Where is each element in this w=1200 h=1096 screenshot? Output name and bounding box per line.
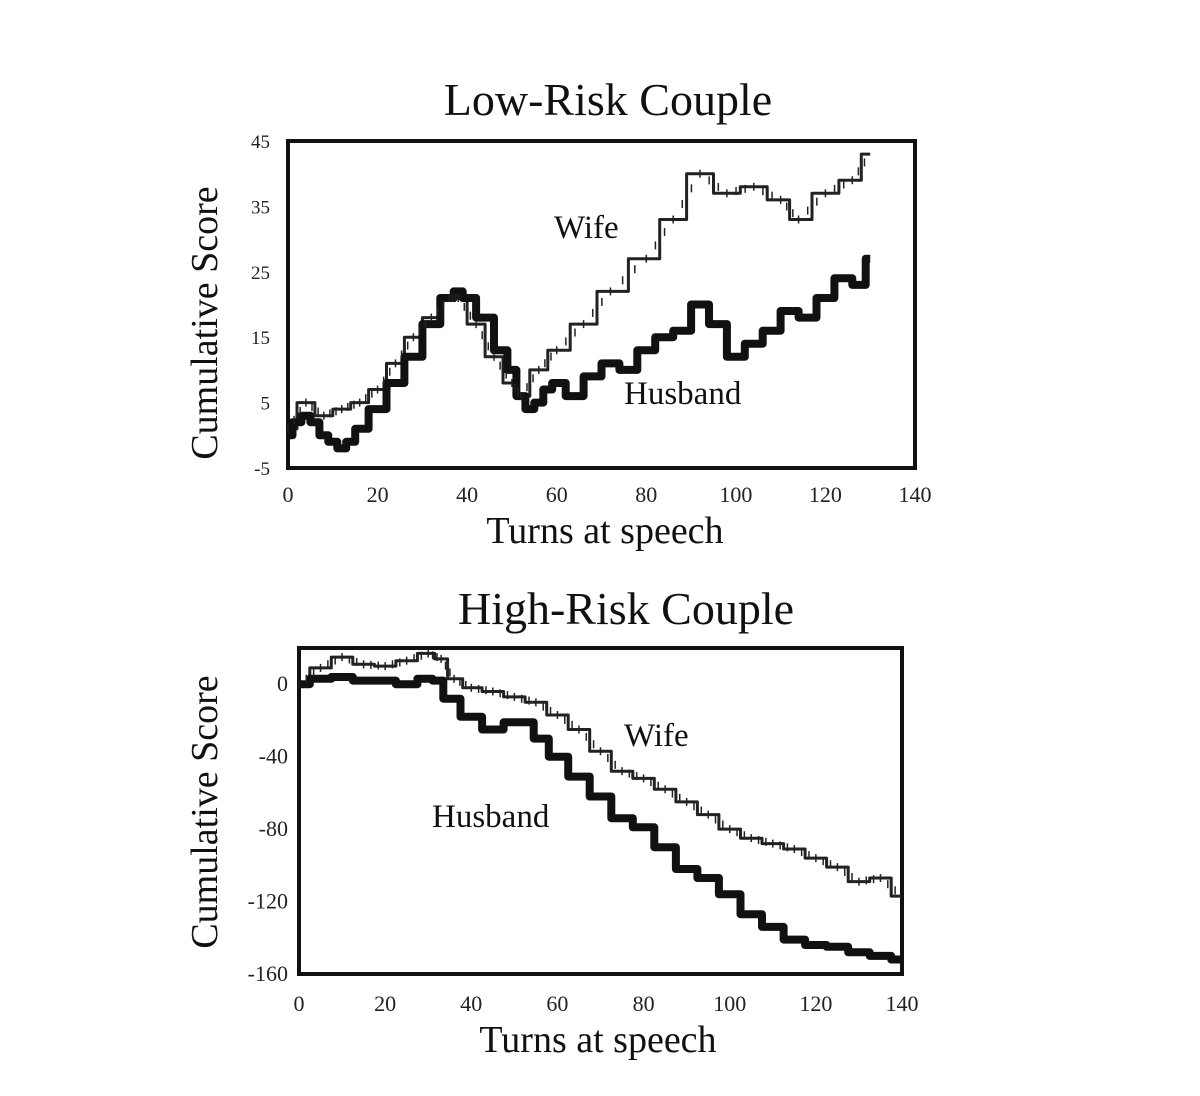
- y-tick-labels: 45 35 25 15 5 -5: [251, 132, 270, 480]
- wife-line-marks: [287, 158, 866, 433]
- x-axis-label: Turns at speech: [486, 510, 723, 552]
- chart-low-risk: Low-Risk Couple 0 20 40 60 80 100 120 14…: [184, 74, 932, 552]
- y-tick-label: 5: [261, 394, 271, 415]
- x-tick-label: 0: [294, 991, 305, 1016]
- y-tick-label: -80: [259, 816, 288, 841]
- y-axis-label: Cumulative Score: [184, 675, 226, 948]
- x-tick-label: 120: [799, 991, 832, 1016]
- chart-high-risk: High-Risk Couple 0 20 40 60 80 100 120 1…: [184, 583, 919, 1061]
- y-tick-label: -160: [248, 961, 288, 986]
- x-tick-label: 60: [546, 991, 568, 1016]
- y-tick-label: -120: [248, 889, 288, 914]
- x-tick-label: 100: [713, 991, 746, 1016]
- y-tick-label: 35: [251, 197, 270, 218]
- y-tick-label: 15: [251, 328, 270, 349]
- series-line-wife: [299, 651, 902, 898]
- series-label-wife: Wife: [624, 718, 689, 754]
- y-tick-label: -40: [259, 744, 288, 769]
- x-tick-labels: 0 20 40 60 80 100 120 140: [294, 991, 919, 1016]
- x-tick-labels: 0 20 40 60 80 100 120 140: [283, 482, 932, 507]
- series-line-husband: [288, 254, 871, 453]
- series-line-wife: [288, 152, 871, 431]
- chart-title: High-Risk Couple: [458, 583, 794, 634]
- plot-frame: [286, 139, 917, 470]
- x-tick-label: 20: [367, 482, 389, 507]
- x-tick-label: 80: [635, 482, 657, 507]
- y-tick-label: 45: [251, 132, 270, 153]
- x-tick-label: 20: [374, 991, 396, 1016]
- y-axis-label: Cumulative Score: [184, 186, 226, 459]
- x-tick-label: 40: [460, 991, 482, 1016]
- y-tick-labels: 0 -40 -80 -120 -160: [248, 671, 288, 986]
- x-tick-label: 60: [546, 482, 568, 507]
- x-tick-label: 140: [886, 991, 919, 1016]
- x-tick-label: 40: [456, 482, 478, 507]
- x-tick-label: 80: [633, 991, 655, 1016]
- plot-frame: [297, 646, 904, 976]
- wife-line-marks: [298, 649, 896, 895]
- y-tick-label: -5: [254, 459, 270, 480]
- series-label-wife: Wife: [554, 210, 619, 246]
- x-tick-label: 120: [809, 482, 842, 507]
- y-tick-label: 25: [251, 263, 270, 284]
- y-tick-label: 0: [277, 671, 288, 696]
- chart-title: Low-Risk Couple: [444, 74, 772, 125]
- x-tick-label: 140: [899, 482, 932, 507]
- x-tick-label: 100: [719, 482, 752, 507]
- series-label-husband: Husband: [432, 799, 550, 835]
- series-label-husband: Husband: [624, 376, 742, 412]
- series-line-husband: [299, 673, 902, 964]
- x-tick-label: 0: [283, 482, 294, 507]
- x-axis-label: Turns at speech: [479, 1019, 716, 1061]
